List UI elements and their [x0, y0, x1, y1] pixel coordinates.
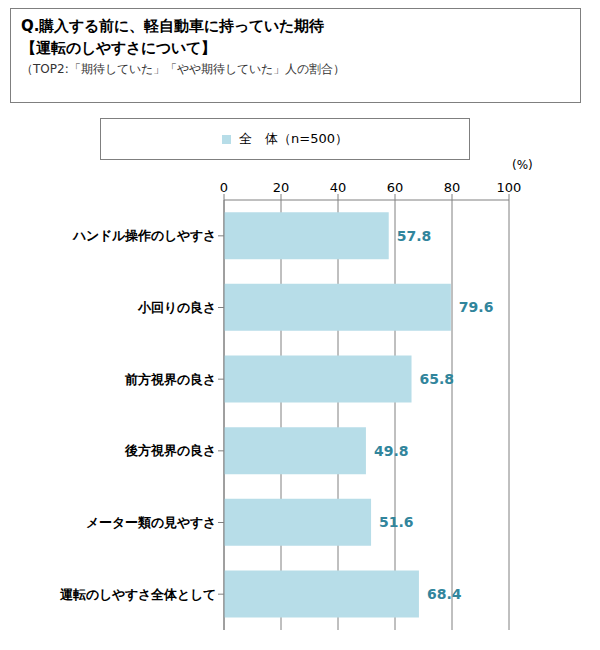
html-text:（TOP2:「期待していた」「やや期待していた」人の割合）: （TOP2:「期待していた」「やや期待していた」人の割合）: [21, 62, 345, 76]
html-text:全 体（n=500）: 全 体（n=500）: [239, 131, 348, 146]
svg-text:51.6: 51.6: [379, 514, 414, 530]
svg-text:後方視界の良さ: 後方視界の良さ: [124, 443, 216, 458]
svg-text:0: 0: [220, 180, 228, 195]
svg-text:57.8: 57.8: [397, 228, 432, 244]
svg-text:49.8: 49.8: [374, 443, 409, 459]
svg-text:68.4: 68.4: [427, 586, 462, 602]
svg-text:20: 20: [273, 180, 290, 195]
svg-text:ハンドル操作のしやすさ: ハンドル操作のしやすさ: [72, 228, 216, 243]
svg-text:メーター類の見やすさ: メーター類の見やすさ: [86, 515, 216, 530]
svg-text:65.8: 65.8: [420, 371, 455, 387]
svg-text:60: 60: [387, 180, 404, 195]
svg-text:79.6: 79.6: [459, 299, 494, 315]
svg-text:100: 100: [497, 180, 522, 195]
svg-text:前方視界の良さ: 前方視界の良さ: [124, 372, 216, 387]
svg-text:80: 80: [444, 180, 461, 195]
html-text:【運転のしやすさについて】: 【運転のしやすさについて】: [21, 39, 216, 57]
svg-text:40: 40: [330, 180, 347, 195]
html-text:Q.購入する前に、軽自動車に持っていた期待: Q.購入する前に、軽自動車に持っていた期待: [21, 17, 325, 35]
svg-text:運転のしやすさ全体として: 運転のしやすさ全体として: [59, 587, 216, 602]
svg-text:小回りの良さ: 小回りの良さ: [137, 300, 216, 315]
